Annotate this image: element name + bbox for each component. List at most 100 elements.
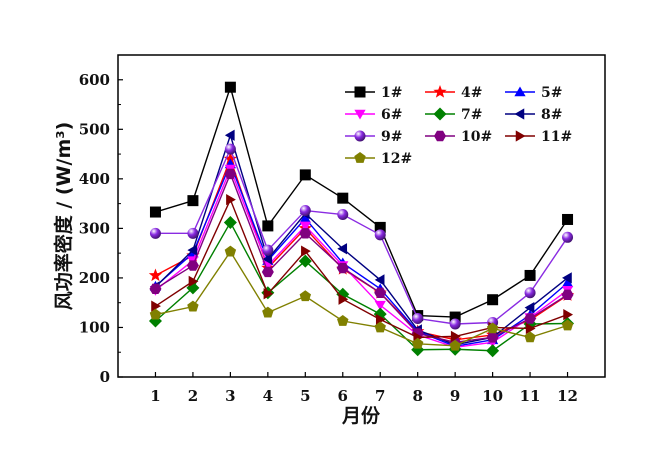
legend-item-8: 8#	[505, 107, 562, 123]
data-point-11-7	[375, 313, 386, 326]
data-point-11-2	[188, 275, 199, 288]
legend-marker-1	[354, 86, 366, 98]
data-point-1-3	[224, 81, 236, 93]
data-point-12-2	[187, 300, 199, 312]
data-point-10-2	[186, 260, 199, 271]
data-point-9-6	[337, 209, 349, 221]
series-line-11	[155, 197, 568, 339]
legend-label-1: 1#	[381, 85, 402, 101]
series-line-8	[154, 132, 568, 346]
data-point-12-3	[224, 245, 237, 257]
data-point-11-1	[151, 300, 161, 312]
data-point-9-4	[262, 244, 274, 256]
x-axis-title: 月份	[341, 404, 381, 427]
x-tick-label-9: 9	[450, 387, 460, 405]
series-line-10	[155, 171, 568, 344]
series-12	[149, 245, 574, 351]
legend-item-6: 6#	[345, 107, 402, 123]
data-point-1-5	[299, 169, 311, 181]
data-point-8-11	[524, 302, 535, 314]
data-point-7-3	[223, 215, 237, 229]
data-point-1-10	[487, 294, 499, 306]
legend-label-4: 4#	[461, 85, 482, 101]
data-point-8-4	[262, 253, 273, 265]
series-line-7	[154, 220, 568, 352]
legend-label-9: 9#	[381, 129, 402, 145]
legend-label-10: 10#	[461, 129, 492, 145]
series-line-5	[154, 162, 568, 348]
data-point-8-2	[187, 244, 198, 256]
legend-marker-10	[434, 130, 446, 142]
data-point-7-10	[486, 344, 500, 358]
data-point-8-7	[374, 274, 385, 286]
x-tick-label-8: 8	[412, 387, 422, 405]
data-point-11-3	[226, 194, 236, 206]
series-line-6	[155, 167, 568, 348]
data-point-12-7	[374, 321, 386, 333]
y-tick-label-400: 400	[79, 170, 110, 188]
plot-area-frame	[117, 54, 606, 378]
x-tick-label-3: 3	[225, 387, 235, 405]
series-11	[151, 194, 574, 343]
legend-label-8: 8#	[541, 107, 562, 123]
legend-item-5: 5#	[505, 85, 562, 101]
x-tick-label-11: 11	[520, 387, 541, 405]
x-tick-label-7: 7	[375, 387, 385, 405]
data-point-5-5	[299, 212, 311, 223]
data-point-12-6	[337, 315, 349, 326]
legend: 1# 4# 5# 6# 7# 8# 9# 10# 11# 12#	[345, 85, 572, 167]
data-point-4-1	[148, 268, 163, 282]
data-point-12-11	[524, 331, 536, 343]
x-tick-label-2: 2	[188, 387, 198, 405]
data-point-7-5	[298, 254, 312, 268]
data-point-12-9	[449, 339, 461, 351]
y-axis-title: 风功率密度 / (W/m³)	[52, 122, 75, 311]
legend-label-11: 11#	[541, 129, 572, 145]
series-1	[149, 81, 574, 323]
data-point-9-7	[374, 229, 386, 241]
legend-item-9: 9#	[345, 129, 402, 145]
data-point-9-1	[149, 227, 161, 239]
legend-label-6: 6#	[381, 107, 402, 123]
data-point-12-10	[486, 322, 499, 334]
data-point-12-5	[299, 290, 312, 302]
data-point-10-6	[336, 262, 349, 274]
data-point-1-2	[187, 195, 199, 207]
series-line-12	[155, 250, 568, 347]
data-point-9-2	[187, 227, 199, 239]
y-tick-label-300: 300	[79, 219, 110, 237]
legend-marker-4	[433, 85, 447, 98]
legend-marker-5	[514, 86, 526, 97]
data-point-1-7	[374, 221, 386, 233]
data-point-12-1	[149, 308, 162, 320]
legend-marker-6	[354, 109, 366, 120]
x-tick-label-4: 4	[263, 387, 273, 405]
data-point-12-8	[411, 337, 424, 349]
x-tick-label-10: 10	[482, 387, 503, 405]
data-point-12-12	[561, 319, 574, 331]
legend-item-7: 7#	[425, 107, 482, 123]
legend-label-7: 7#	[461, 107, 482, 123]
data-point-9-9	[449, 318, 461, 330]
data-point-1-11	[524, 269, 536, 281]
x-tick-label-12: 12	[557, 387, 578, 405]
data-point-9-5	[299, 205, 311, 217]
data-point-8-12	[562, 272, 572, 284]
data-point-1-1	[149, 206, 161, 218]
x-tick-label-5: 5	[300, 387, 310, 405]
data-point-1-6	[337, 192, 349, 204]
legend-label-5: 5#	[541, 85, 562, 101]
data-point-11-6	[338, 293, 349, 305]
data-point-9-11	[524, 287, 536, 299]
data-point-4-3	[223, 152, 238, 165]
data-point-9-8	[412, 313, 424, 325]
data-point-1-4	[262, 220, 274, 232]
data-point-11-4	[263, 288, 274, 300]
legend-item-12: 12#	[345, 151, 412, 167]
legend-item-1: 1#	[345, 85, 402, 101]
data-point-10-1	[149, 283, 162, 295]
data-point-10-5	[299, 228, 312, 239]
